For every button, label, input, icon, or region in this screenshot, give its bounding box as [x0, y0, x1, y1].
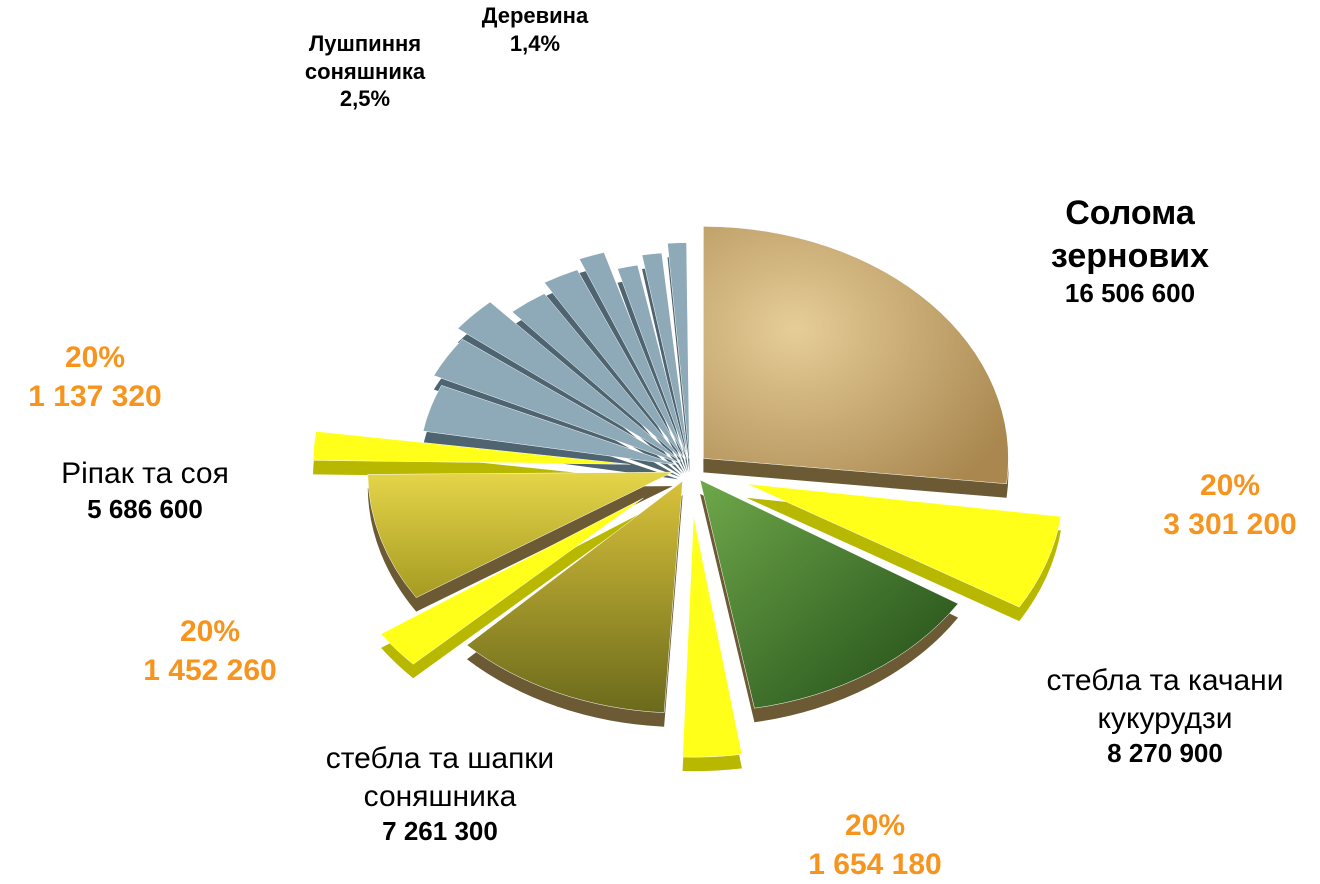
slice-name: стебла та качани кукурудзи	[1010, 662, 1320, 737]
other-name: Лушпиння соняшника	[270, 30, 460, 85]
share-percent: 20%	[105, 612, 315, 651]
slice-name: стебла та шапки соняшника	[285, 740, 595, 815]
share-value: 1 654 180	[770, 845, 980, 884]
slice-value: 8 270 900	[1010, 737, 1320, 770]
pie-slice	[703, 226, 1008, 483]
slice-name: Ріпак та соя	[20, 455, 270, 493]
share-percent: 20%	[0, 338, 190, 377]
other-name: Деревина	[440, 2, 630, 30]
share-label: 20%1 137 320	[0, 338, 190, 416]
share-label: 20%1 654 180	[770, 806, 980, 884]
page: Солома зернових16 506 60020%3 301 200сте…	[0, 0, 1320, 879]
share-label: 20%1 452 260	[105, 612, 315, 690]
slice-value: 7 261 300	[285, 815, 595, 848]
share-value: 1 452 260	[105, 651, 315, 690]
slice-value: 5 686 600	[20, 493, 270, 526]
share-value: 3 301 200	[1140, 505, 1320, 544]
slice-value: 16 506 600	[1020, 277, 1240, 310]
share-percent: 20%	[1140, 466, 1320, 505]
share-label: 20%3 301 200	[1140, 466, 1320, 544]
other-value: 1,4%	[440, 30, 630, 58]
other-value: 2,5%	[270, 85, 460, 113]
share-value: 1 137 320	[0, 377, 190, 416]
slice-name: Солома зернових	[1020, 192, 1240, 277]
share-percent: 20%	[770, 806, 980, 845]
